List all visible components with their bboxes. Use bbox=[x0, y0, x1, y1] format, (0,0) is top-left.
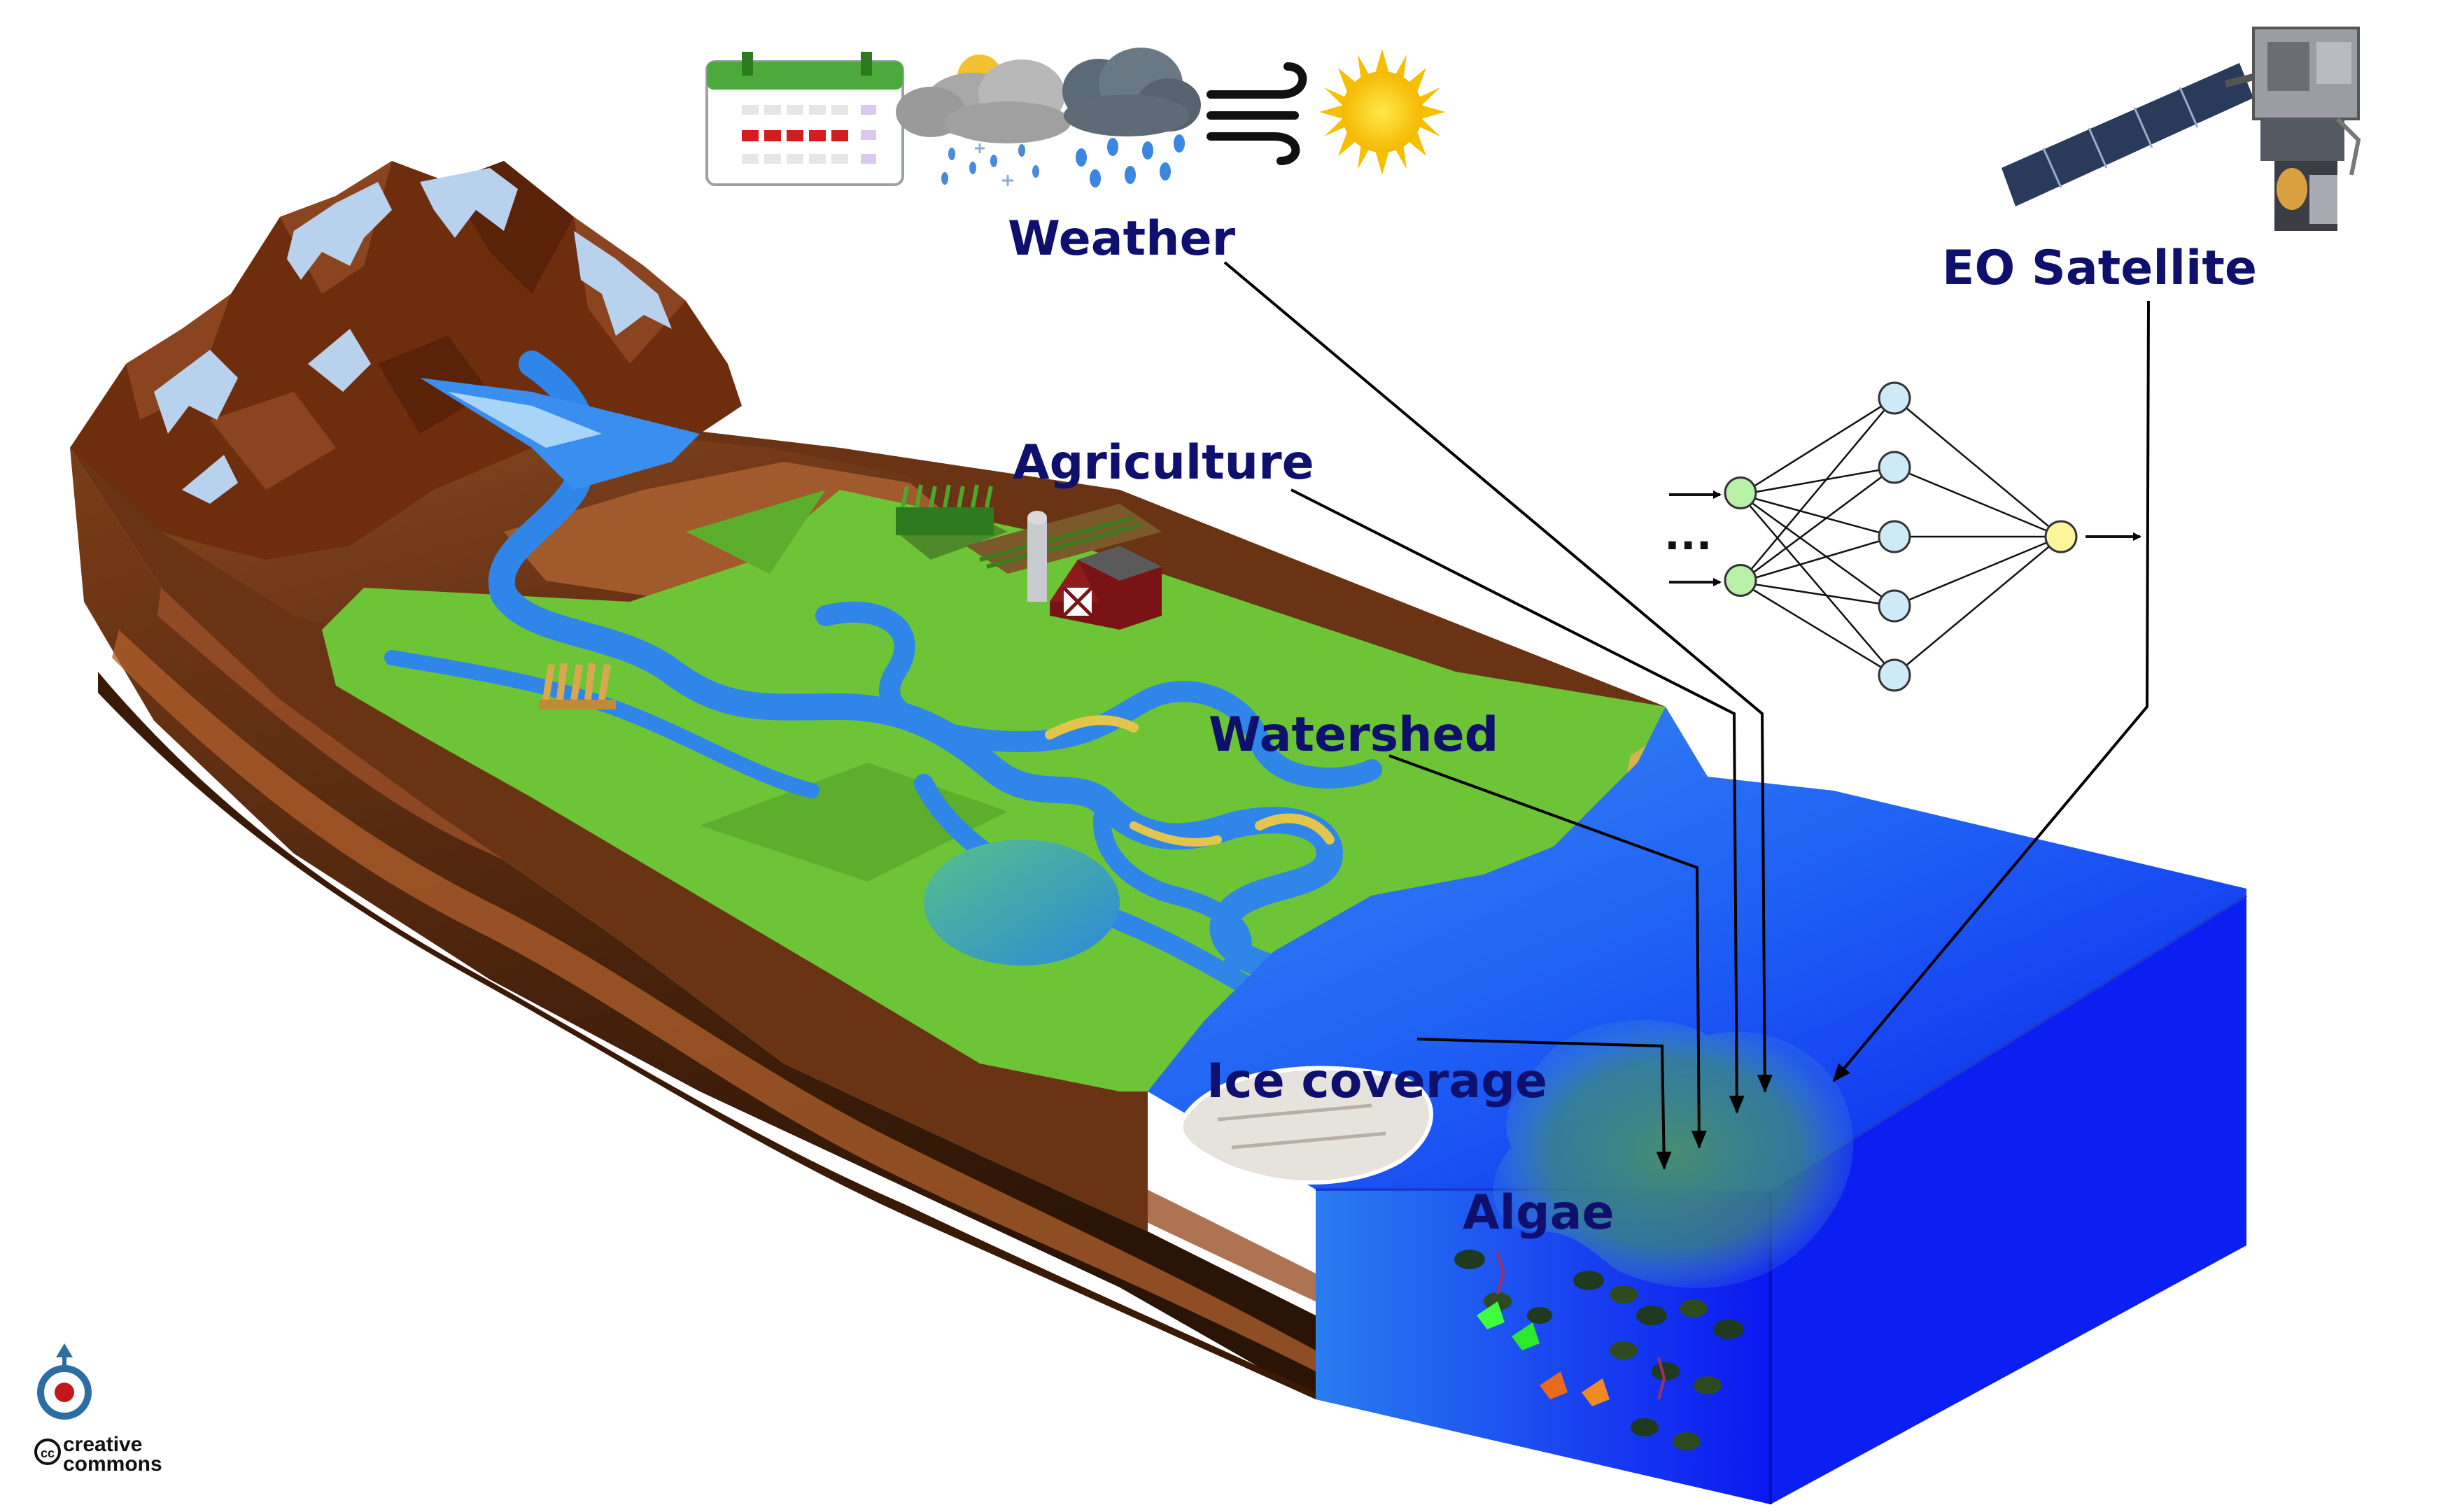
network-node bbox=[1878, 658, 1911, 692]
cc-text-line1: creative bbox=[63, 1433, 143, 1456]
sun-icon bbox=[1319, 49, 1445, 175]
glacier-stream-light bbox=[448, 392, 602, 448]
agriculture-label: Agriculture bbox=[1013, 435, 1314, 490]
crops bbox=[539, 484, 994, 709]
cc-text-line2: commons bbox=[63, 1453, 162, 1476]
rain-snow-cloud-icon bbox=[896, 55, 1071, 186]
weather-label: Weather bbox=[1008, 211, 1236, 267]
satellite-icon bbox=[2002, 27, 2361, 231]
snow-cap bbox=[154, 350, 238, 434]
algae-label: Algae bbox=[1463, 1185, 1615, 1241]
wikimedia-commons-logo bbox=[37, 1343, 92, 1420]
mountains bbox=[70, 161, 742, 560]
network-node bbox=[1878, 381, 1911, 415]
watershed-arrow bbox=[1388, 754, 1707, 1149]
ice-sheet bbox=[1179, 1066, 1433, 1185]
snow-cap bbox=[574, 231, 672, 336]
wind-icon bbox=[1207, 62, 1307, 165]
rain-cloud-icon bbox=[1062, 48, 1201, 188]
network-node bbox=[1878, 589, 1911, 623]
algae-leaves bbox=[1454, 1250, 1744, 1450]
farm bbox=[896, 504, 1162, 630]
watershed-label: Watershed bbox=[1209, 707, 1499, 763]
shore-sand bbox=[1512, 707, 1680, 896]
network-ellipsis: ... bbox=[1664, 511, 1712, 560]
green-plain bbox=[322, 490, 1666, 1091]
calendar-icon bbox=[705, 52, 904, 186]
green-plain-shade-2 bbox=[686, 490, 826, 574]
agriculture-arrow bbox=[1290, 488, 1745, 1114]
network-node bbox=[1724, 476, 1757, 509]
snow-cap bbox=[182, 455, 238, 504]
snow-cap bbox=[308, 329, 371, 392]
eo-satellite-label: EO Satellite bbox=[1942, 241, 2257, 296]
neural-network bbox=[1669, 381, 2141, 692]
satellite-arrow bbox=[1832, 300, 2150, 1082]
connector-arrows bbox=[1223, 261, 2150, 1170]
soil-stratum-2 bbox=[112, 630, 1316, 1371]
network-node bbox=[1878, 520, 1911, 553]
silo bbox=[1027, 518, 1047, 602]
pond bbox=[924, 840, 1120, 966]
network-node bbox=[1878, 451, 1911, 484]
soil-stratum-1 bbox=[157, 588, 1316, 1301]
network-node bbox=[2044, 520, 2078, 553]
snow-cap bbox=[420, 168, 518, 238]
svg-text:cc: cc bbox=[41, 1446, 55, 1460]
cc-logo: cc bbox=[34, 1439, 61, 1465]
network-node bbox=[1724, 564, 1757, 597]
lake-side bbox=[1771, 896, 2246, 1504]
snow-cap bbox=[287, 182, 392, 280]
weather-arrow bbox=[1223, 261, 1773, 1093]
ice-coverage-arrow bbox=[1416, 1038, 1672, 1170]
ice-coverage-label: Ice coverage bbox=[1207, 1054, 1548, 1109]
